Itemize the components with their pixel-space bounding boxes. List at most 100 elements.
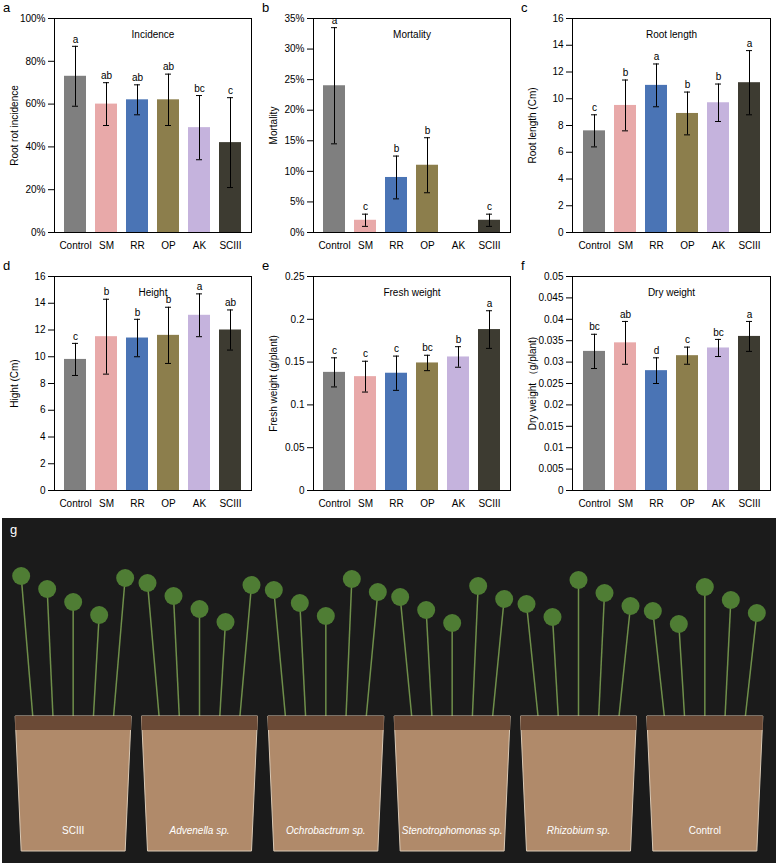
svg-text:ab: ab (163, 61, 175, 72)
svg-text:b: b (685, 79, 691, 90)
svg-text:Control: Control (59, 498, 91, 509)
svg-text:b: b (394, 143, 400, 154)
svg-text:0: 0 (558, 227, 564, 238)
svg-text:40%: 40% (25, 141, 45, 152)
svg-text:0%: 0% (31, 227, 46, 238)
svg-text:16: 16 (552, 13, 564, 24)
svg-text:b: b (135, 307, 141, 318)
svg-text:c: c (332, 345, 337, 356)
svg-text:bc: bc (589, 321, 600, 332)
svg-text:12: 12 (34, 324, 46, 335)
svg-text:d: d (654, 345, 660, 356)
svg-text:0: 0 (40, 485, 46, 496)
svg-text:ab: ab (620, 309, 632, 320)
svg-text:8: 8 (558, 120, 564, 131)
svg-text:b: b (456, 334, 462, 345)
svg-text:AK: AK (193, 240, 207, 251)
svg-text:ab: ab (225, 297, 237, 308)
svg-text:0.035: 0.035 (538, 335, 563, 346)
svg-text:g: g (10, 522, 17, 537)
svg-text:14: 14 (552, 39, 564, 50)
svg-text:SCIII: SCIII (219, 240, 241, 251)
svg-text:0%: 0% (290, 227, 305, 238)
svg-text:c: c (394, 343, 399, 354)
svg-text:12: 12 (552, 66, 564, 77)
svg-text:2: 2 (558, 200, 564, 211)
svg-text:bc: bc (422, 342, 433, 353)
svg-text:Root length (Cm): Root length (Cm) (527, 87, 538, 163)
svg-text:a: a (197, 281, 203, 292)
svg-text:20%: 20% (284, 104, 304, 115)
svg-text:30%: 30% (284, 43, 304, 54)
svg-text:6: 6 (40, 404, 46, 415)
svg-text:SM: SM (99, 498, 114, 509)
svg-text:SCIII: SCIII (219, 498, 241, 509)
svg-text:10%: 10% (284, 166, 304, 177)
svg-text:Ochrobactrum sp.: Ochrobactrum sp. (286, 825, 365, 836)
svg-text:a: a (332, 15, 338, 26)
svg-text:bc: bc (713, 327, 724, 338)
svg-text:SM: SM (618, 498, 633, 509)
svg-text:4: 4 (40, 431, 46, 442)
svg-text:bc: bc (194, 83, 205, 94)
svg-text:0: 0 (558, 485, 564, 496)
svg-text:10: 10 (552, 93, 564, 104)
svg-text:0.2: 0.2 (291, 314, 305, 325)
svg-text:0.1: 0.1 (291, 399, 305, 410)
svg-text:c: c (363, 348, 368, 359)
svg-text:RR: RR (130, 240, 144, 251)
svg-text:16: 16 (34, 271, 46, 282)
svg-text:b: b (104, 286, 110, 297)
svg-text:0.15: 0.15 (285, 356, 305, 367)
svg-text:Dry weight: Dry weight (648, 287, 695, 298)
svg-text:AK: AK (712, 240, 726, 251)
svg-text:AK: AK (452, 498, 466, 509)
svg-text:Control: Control (318, 240, 350, 251)
svg-text:c: c (685, 334, 690, 345)
svg-text:0.015: 0.015 (538, 421, 563, 432)
svg-text:100%: 100% (20, 13, 46, 24)
svg-text:Fresh weight: Fresh weight (383, 287, 440, 298)
svg-text:b: b (716, 71, 722, 82)
svg-text:SM: SM (358, 498, 373, 509)
svg-text:OP: OP (680, 240, 695, 251)
svg-text:a: a (654, 51, 660, 62)
svg-text:OP: OP (161, 240, 176, 251)
svg-text:SCIII: SCIII (738, 240, 760, 251)
svg-text:RR: RR (130, 498, 144, 509)
svg-text:20%: 20% (25, 184, 45, 195)
svg-text:Control: Control (578, 498, 610, 509)
svg-text:35%: 35% (284, 13, 304, 24)
svg-text:c: c (487, 201, 492, 212)
svg-text:Stenotrophomonas sp.: Stenotrophomonas sp. (402, 825, 503, 836)
svg-text:c: c (363, 201, 368, 212)
svg-text:SCIII: SCIII (62, 825, 84, 836)
svg-text:SM: SM (99, 240, 114, 251)
svg-text:Dry weight （g/plant): Dry weight （g/plant) (527, 337, 538, 430)
svg-text:SCIII: SCIII (738, 498, 760, 509)
svg-text:0.045: 0.045 (538, 292, 563, 303)
svg-text:Height: Height (139, 287, 168, 298)
svg-text:0: 0 (299, 485, 305, 496)
svg-text:Mortality: Mortality (393, 29, 431, 40)
svg-text:0.03: 0.03 (544, 356, 564, 367)
svg-text:ab: ab (101, 70, 113, 81)
svg-text:10: 10 (34, 351, 46, 362)
svg-text:Root length: Root length (646, 29, 697, 40)
svg-text:Control: Control (689, 825, 721, 836)
svg-text:0.005: 0.005 (538, 463, 563, 474)
svg-text:RR: RR (389, 498, 403, 509)
svg-text:4: 4 (558, 173, 564, 184)
svg-text:OP: OP (680, 498, 695, 509)
svg-text:0.04: 0.04 (544, 314, 564, 325)
svg-text:AK: AK (452, 240, 466, 251)
svg-text:14: 14 (34, 297, 46, 308)
svg-text:Fresh weight (g/plant): Fresh weight (g/plant) (268, 335, 279, 432)
svg-text:b: b (425, 125, 431, 136)
svg-text:Control: Control (578, 240, 610, 251)
svg-text:c: c (592, 102, 597, 113)
svg-text:Hight (Cm): Hight (Cm) (9, 359, 20, 407)
svg-text:Rhizobium sp.: Rhizobium sp. (547, 825, 610, 836)
svg-text:Advenella sp.: Advenella sp. (168, 825, 229, 836)
svg-text:b: b (623, 67, 629, 78)
